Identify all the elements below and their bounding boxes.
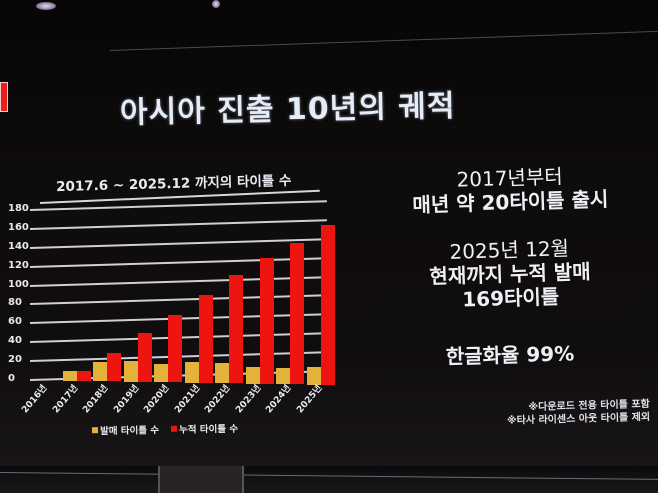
legend-swatch-red-icon — [171, 425, 178, 432]
bar-annual-titles — [245, 366, 260, 384]
legend-label: 발매 타이틀 수 — [99, 425, 160, 438]
gridline — [29, 275, 327, 287]
bar-chart: 0 20 40 60 80 100 120 140 160 180 2016년 2017년 2018년 2… — [8, 198, 335, 416]
bar-cumulative-titles — [168, 315, 182, 383]
ceiling-light-icon — [212, 0, 220, 8]
legend-item-annual: 발매 타이틀 수 — [91, 422, 160, 438]
x-axis-tick: 2021년 — [172, 383, 202, 416]
legend-swatch-yellow-icon — [91, 427, 99, 434]
screen-top-edge — [109, 30, 658, 51]
annual-release-summary: 2017년부터 매년 약 20타이틀 출시 — [369, 162, 650, 219]
y-axis-tick: 120 — [8, 259, 29, 271]
bar-cumulative-titles — [290, 242, 304, 385]
x-axis-tick: 2017년 — [50, 383, 80, 416]
x-axis-tick: 2019년 — [111, 383, 141, 416]
cumulative-release-summary: 2025년 12월 현재까지 누적 발매 169타이틀 — [369, 234, 651, 315]
bar-annual-titles — [93, 362, 107, 382]
stage-monitor — [158, 466, 244, 493]
localization-rate-summary: 한글화율 99% — [370, 339, 651, 370]
y-axis-tick: 100 — [8, 278, 29, 290]
x-axis-tick: 2016년 — [20, 383, 50, 416]
y-axis-tick: 140 — [8, 240, 29, 252]
gridline — [29, 200, 327, 211]
slide-title: 아시아 진출 10년의 궤적 — [119, 88, 456, 131]
y-axis-tick: 180 — [8, 203, 29, 214]
y-axis-tick: 60 — [8, 316, 22, 328]
bar-cumulative-titles — [259, 258, 274, 384]
x-axis-tick: 2024년 — [264, 383, 294, 416]
bar-cumulative-titles — [320, 225, 335, 385]
bar-annual-titles — [215, 362, 229, 384]
bar-cumulative-titles — [76, 371, 91, 381]
y-axis-tick: 40 — [8, 335, 22, 347]
x-axis-tick: 2025년 — [294, 383, 324, 416]
legend-label: 누적 타이틀 수 — [178, 423, 239, 436]
bar-annual-titles — [123, 360, 138, 382]
legend-item-cumulative: 누적 타이틀 수 — [171, 421, 238, 436]
gridline — [29, 237, 327, 249]
footnotes: ※다운로드 전용 타이틀 포함 ※타사 라이센스 아웃 타이틀 제외 — [490, 398, 651, 428]
bar-annual-titles — [184, 361, 199, 383]
x-axis-tick: 2023년 — [233, 383, 263, 416]
y-axis-tick: 0 — [8, 373, 15, 384]
bar-annual-titles — [62, 371, 77, 381]
bar-cumulative-titles — [107, 352, 121, 382]
x-axis-tick: 2018년 — [81, 383, 111, 416]
bar-annual-titles — [154, 364, 168, 383]
x-axis-tick: 2022년 — [203, 383, 233, 416]
y-axis-tick: 80 — [8, 297, 22, 309]
bar-annual-titles — [276, 368, 290, 385]
y-axis-tick: 160 — [8, 221, 29, 233]
gridline — [29, 256, 327, 268]
bar-annual-titles — [306, 367, 321, 385]
stage-floor — [0, 466, 658, 493]
chart-legend: 발매 타이틀 수 누적 타이틀 수 — [91, 421, 238, 438]
y-axis-tick: 20 — [8, 354, 22, 366]
red-corner-marker — [0, 82, 8, 112]
localization-rate: 한글화율 99% — [445, 341, 575, 369]
chart-title: 2017.6 ~ 2025.12 까지의 타이틀 수 — [55, 172, 292, 196]
bar-cumulative-titles — [137, 332, 152, 382]
footnote: ※타사 라이센스 아웃 타이틀 제외 — [506, 411, 651, 427]
gridline — [29, 294, 327, 306]
bar-cumulative-titles — [229, 274, 243, 384]
gridline — [29, 219, 327, 230]
ceiling-light-icon — [36, 2, 56, 10]
bar-cumulative-titles — [198, 294, 213, 383]
x-axis-tick: 2020년 — [142, 383, 172, 416]
